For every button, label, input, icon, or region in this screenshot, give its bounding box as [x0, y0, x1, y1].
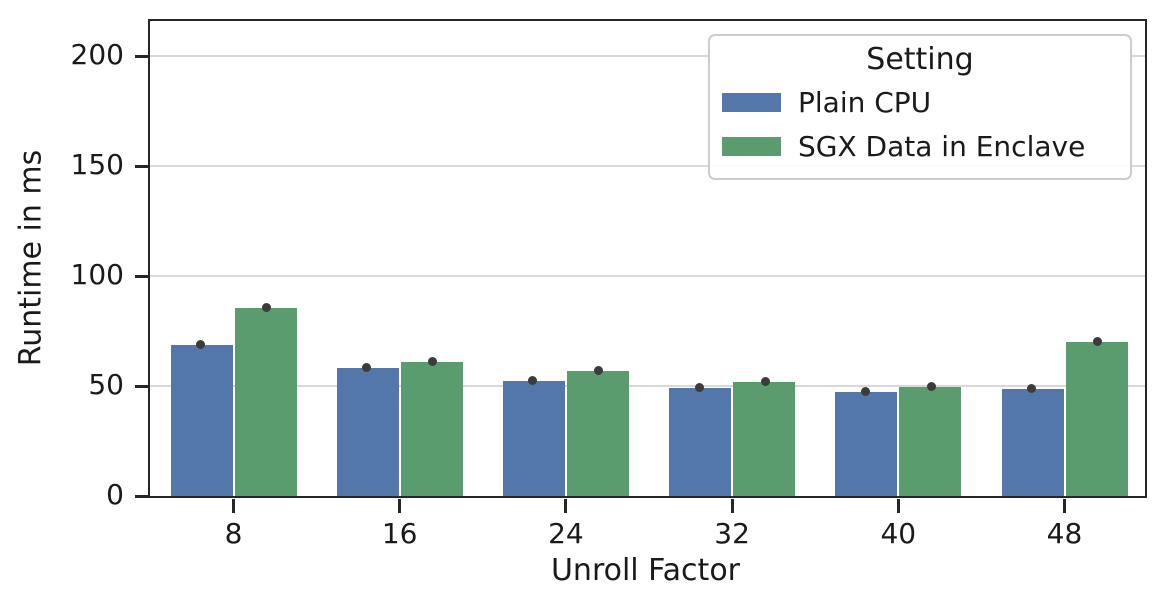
- legend-swatch: [722, 136, 781, 156]
- x-tick: [896, 498, 900, 513]
- x-tick-label: 32: [714, 517, 750, 550]
- x-tick: [398, 498, 402, 513]
- legend: Setting Plain CPU SGX Data in Enclave: [708, 34, 1132, 180]
- gridline: [150, 55, 1145, 57]
- gridline: [150, 385, 1145, 387]
- mean-dot: [362, 363, 372, 373]
- mean-dot: [196, 340, 205, 350]
- y-tick-label: 50: [88, 368, 124, 401]
- mean-dot: [760, 376, 770, 386]
- mean-dot: [262, 302, 271, 312]
- y-tick-label: 0: [106, 478, 124, 511]
- legend-title: Setting: [866, 42, 974, 77]
- bar: [502, 380, 565, 496]
- bar: [170, 345, 233, 496]
- x-tick-label: 40: [880, 517, 917, 550]
- bar: [234, 307, 297, 496]
- y-tick-label: 100: [70, 258, 124, 291]
- bar: [899, 387, 962, 496]
- mean-dot: [1093, 337, 1102, 346]
- mean-dot: [594, 365, 604, 375]
- x-tick-label: 8: [224, 517, 243, 550]
- mean-dot: [428, 356, 438, 366]
- bar: [669, 388, 732, 496]
- bar: [336, 368, 399, 496]
- plot-area: 0 50 100 150 200 8 16 24 32 40 48: [71, 19, 1147, 549]
- gridline: [150, 275, 1145, 277]
- x-tick-label: 48: [1046, 517, 1083, 550]
- x-tick-label: 16: [381, 517, 418, 550]
- bar: [835, 391, 898, 496]
- mean-dot: [694, 383, 704, 393]
- gridline: [150, 165, 1145, 167]
- mean-dot: [926, 382, 936, 392]
- mean-dot: [528, 375, 538, 385]
- bar: [733, 381, 796, 496]
- legend-row: Plain CPU: [720, 80, 1120, 124]
- y-tick: [135, 164, 148, 168]
- x-axis-label: Unroll Factor: [550, 553, 741, 588]
- y-tick-label: 200: [70, 38, 124, 71]
- x-tick-label: 24: [548, 517, 584, 550]
- legend-label: SGX Data in Enclave: [798, 129, 1086, 163]
- legend-row: SGX Data in Enclave: [720, 124, 1120, 168]
- bar: [566, 370, 629, 496]
- bar: [1065, 342, 1128, 496]
- mean-dot: [860, 386, 870, 396]
- bar: [400, 361, 463, 496]
- y-tick: [135, 384, 148, 388]
- y-tick-label: 150: [70, 148, 124, 181]
- mean-dot: [1027, 384, 1036, 394]
- x-tick: [564, 498, 568, 513]
- legend-label: Plain CPU: [798, 85, 932, 119]
- y-axis-label: Runtime in ms: [13, 149, 49, 367]
- y-tick: [135, 54, 148, 58]
- y-tick: [135, 274, 148, 278]
- bar: [1001, 389, 1064, 496]
- x-tick: [1063, 498, 1066, 513]
- x-tick: [232, 498, 235, 513]
- x-tick: [730, 498, 734, 513]
- legend-swatch: [722, 92, 781, 112]
- y-tick: [135, 494, 148, 498]
